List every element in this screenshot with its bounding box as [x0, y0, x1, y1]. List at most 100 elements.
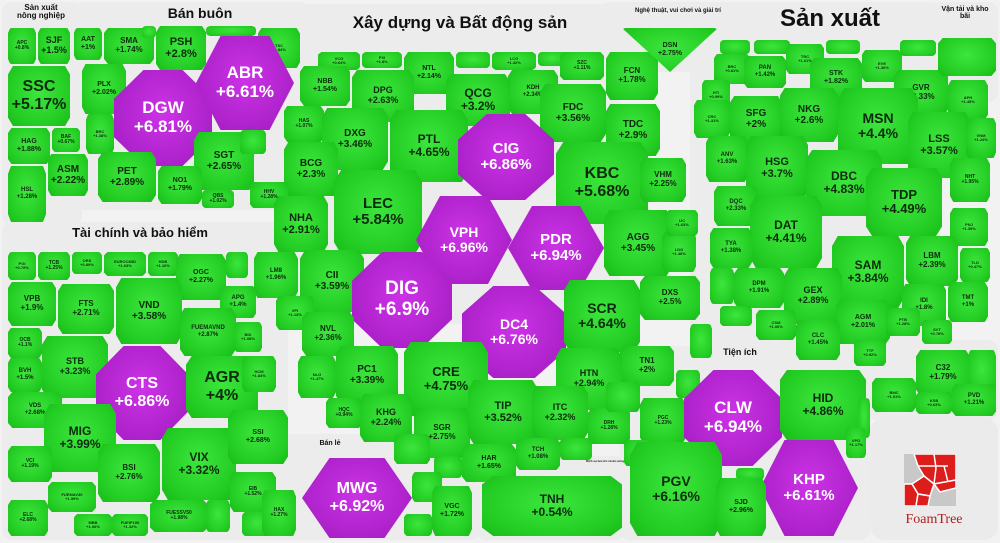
- stock-cell-pgv[interactable]: PGV +6.16%: [630, 442, 722, 536]
- stock-cell-apg[interactable]: APG +1.4%: [220, 286, 256, 318]
- stock-cell-tcb[interactable]: TCB +1.25%: [38, 252, 70, 280]
- stock-cell-bid[interactable]: BID +1.08%: [234, 322, 262, 352]
- stock-cell[interactable]: [690, 324, 712, 358]
- stock-cell-pnj[interactable]: PNJ +1.39%: [950, 208, 988, 246]
- stock-cell-fueip100[interactable]: FUEIP100 +1.32%: [112, 514, 148, 536]
- stock-cell-dig[interactable]: DIG +6.9%: [352, 252, 452, 348]
- stock-cell[interactable]: [606, 382, 640, 412]
- stock-cell-ksb[interactable]: KSB +0.63%: [916, 392, 952, 414]
- stock-cell-hax[interactable]: HAX +1.27%: [262, 490, 296, 536]
- stock-cell-hqc[interactable]: HQC +0.94%: [326, 398, 362, 428]
- stock-cell-lbm[interactable]: LBM +2.39%: [906, 236, 958, 286]
- stock-cell-brc[interactable]: BRC +1.38%: [86, 114, 114, 154]
- stock-cell-hdb[interactable]: HDB +1.16%: [148, 252, 178, 276]
- stock-cell-aph[interactable]: APH +1.45%: [948, 80, 988, 120]
- stock-cell-ptb[interactable]: PTB +1.28%: [886, 308, 920, 336]
- stock-cell-psh[interactable]: PSH +2.8%: [156, 26, 206, 70]
- stock-cell-ldg[interactable]: LDG +1.48%: [662, 232, 696, 272]
- stock-cell-ijc[interactable]: IJC +1.63%: [666, 210, 698, 236]
- stock-cell-vnd[interactable]: VND +3.58%: [116, 278, 182, 344]
- stock-cell-bcg[interactable]: BCG +2.3%: [284, 142, 338, 196]
- stock-cell-clc[interactable]: CLC +1.45%: [796, 320, 840, 360]
- stock-cell-pvd[interactable]: PVD +1.21%: [952, 384, 996, 416]
- stock-cell-vpb[interactable]: VPB +1.9%: [8, 282, 56, 326]
- stock-cell-nht[interactable]: NHT +1.95%: [950, 158, 990, 202]
- stock-cell[interactable]: [240, 130, 266, 154]
- stock-cell-bsi[interactable]: BSI +2.76%: [98, 444, 160, 502]
- stock-cell-tip[interactable]: TIP +3.52%: [468, 380, 538, 444]
- stock-cell-csm[interactable]: CSM +1.06%: [756, 310, 796, 340]
- stock-cell-dpm[interactable]: DPM +1.91%: [734, 268, 784, 308]
- stock-cell-has[interactable]: HAS +1.07%: [284, 106, 324, 142]
- stock-cell-mig[interactable]: MIG +3.99%: [44, 404, 116, 472]
- stock-cell-hag[interactable]: HAG +1.88%: [8, 128, 50, 164]
- stock-cell-pgc[interactable]: PGC +1.23%: [640, 398, 686, 444]
- stock-cell[interactable]: [754, 40, 790, 54]
- stock-cell-lec[interactable]: LEC +5.84%: [334, 170, 422, 254]
- stock-cell-eurocmid[interactable]: EUROCMID +1.63%: [104, 252, 146, 276]
- stock-cell-pdr[interactable]: PDR +6.94%: [508, 206, 604, 290]
- stock-cell-vci[interactable]: VCI +1.19%: [8, 446, 52, 482]
- stock-cell[interactable]: [394, 434, 430, 464]
- stock-cell[interactable]: [404, 514, 432, 536]
- stock-cell-drh[interactable]: DRH +1.28%: [588, 408, 630, 444]
- stock-cell-itc[interactable]: ITC +2.32%: [532, 386, 588, 440]
- stock-cell-tnh[interactable]: TNH +0.54%: [482, 476, 622, 536]
- stock-cell-sam[interactable]: SAM +3.84%: [832, 236, 904, 308]
- stock-cell-vpd[interactable]: VPD +1.17%: [846, 428, 866, 458]
- stock-cell-cig[interactable]: CIG +6.86%: [458, 114, 554, 200]
- stock-cell[interactable]: [538, 52, 566, 66]
- stock-cell-baf[interactable]: BAF +0.67%: [52, 128, 80, 152]
- stock-cell-tld[interactable]: TLD +0.47%: [960, 248, 990, 282]
- stock-cell-szc[interactable]: SZC +1.11%: [560, 52, 604, 80]
- stock-cell-pet[interactable]: PET +2.89%: [98, 152, 156, 202]
- stock-cell-sfg[interactable]: SFG +2%: [730, 96, 782, 142]
- stock-cell-fts[interactable]: FTS +2.71%: [58, 284, 114, 334]
- stock-cell-ssi[interactable]: SSI +2.68%: [228, 410, 288, 464]
- stock-cell[interactable]: [826, 40, 860, 54]
- stock-cell-ocb[interactable]: OCB +1.1%: [8, 328, 42, 358]
- stock-cell[interactable]: [720, 306, 752, 326]
- stock-cell-mbb[interactable]: MBB +1.06%: [74, 514, 112, 536]
- stock-cell-tmt[interactable]: TMT +1%: [948, 282, 988, 322]
- stock-cell[interactable]: [456, 52, 490, 68]
- stock-cell-nha[interactable]: NHA +2.91%: [274, 196, 328, 252]
- stock-cell-vix[interactable]: VIX +3.32%: [162, 428, 236, 500]
- stock-cell-sjd[interactable]: SJD +2.96%: [716, 478, 766, 536]
- stock-cell[interactable]: [226, 252, 248, 278]
- stock-cell-vhm[interactable]: VHM +2.25%: [640, 158, 686, 202]
- stock-cell-dxs[interactable]: DXS +2.5%: [640, 276, 700, 320]
- stock-cell[interactable]: [206, 500, 230, 532]
- stock-cell-ssc[interactable]: SSC +5.17%: [8, 66, 70, 126]
- stock-cell-dc4[interactable]: DC4 +6.76%: [462, 286, 566, 378]
- stock-cell-fuemav30[interactable]: FUEMAV30 +1.59%: [48, 482, 96, 512]
- stock-cell-nbb[interactable]: NBB +1.54%: [300, 66, 350, 106]
- stock-cell-ogc[interactable]: OGC +2.27%: [176, 254, 226, 300]
- stock-cell-scr[interactable]: SCR +4.64%: [564, 280, 640, 352]
- stock-cell-tdp[interactable]: TDP +4.49%: [866, 168, 942, 236]
- stock-cell-pgi[interactable]: PGI +0.79%: [8, 252, 36, 280]
- stock-cell-apc[interactable]: APC +0.8%: [8, 28, 36, 64]
- stock-cell-no1[interactable]: NO1 +1.79%: [158, 166, 202, 204]
- stock-cell-bvh[interactable]: BVH +1.5%: [8, 358, 42, 392]
- stock-cell[interactable]: [560, 438, 592, 460]
- stock-cell[interactable]: [710, 268, 734, 304]
- stock-cell-anv[interactable]: ANV +1.63%: [706, 136, 748, 182]
- stock-cell-agg[interactable]: AGG +3.45%: [604, 210, 672, 276]
- stock-cell-fuemavnd[interactable]: FUEMAVND +2.87%: [180, 308, 236, 356]
- stock-cell-bmc[interactable]: BMC +1.01%: [872, 378, 916, 412]
- stock-cell-lm8[interactable]: LM8 +1.96%: [254, 252, 298, 298]
- stock-cell-c32[interactable]: C32 +1.79%: [916, 350, 970, 396]
- stock-cell-sjf[interactable]: SJF +1.5%: [38, 28, 70, 64]
- stock-cell-pan[interactable]: PAN +1.42%: [744, 56, 786, 88]
- stock-cell-nkg[interactable]: NKG +2.6%: [780, 88, 838, 142]
- stock-cell-dat[interactable]: DAT +4.41%: [750, 196, 822, 268]
- stock-cell-qbs[interactable]: QBS +1.02%: [202, 190, 234, 208]
- stock-cell-fuessv50[interactable]: FUESSV50 +1.98%: [150, 500, 208, 532]
- stock-cell-aat[interactable]: AAT +1%: [74, 28, 102, 60]
- stock-cell-ors[interactable]: ORS +0.89%: [72, 252, 102, 274]
- stock-cell-tn1[interactable]: TN1 +2%: [620, 346, 674, 386]
- stock-cell[interactable]: [206, 26, 256, 36]
- stock-cell-fcn[interactable]: FCN +1.78%: [606, 52, 658, 100]
- stock-cell[interactable]: [142, 26, 156, 38]
